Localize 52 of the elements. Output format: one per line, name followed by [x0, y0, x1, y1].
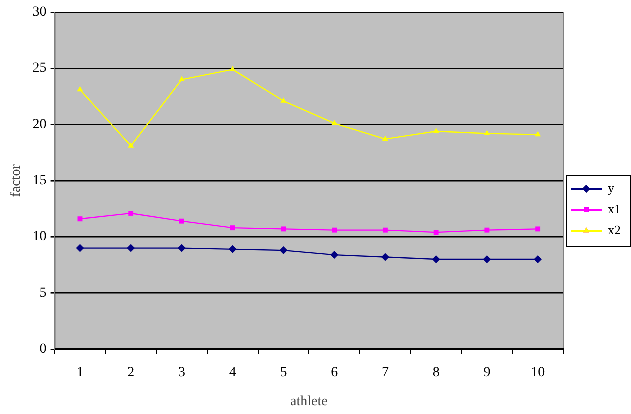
point — [178, 76, 186, 82]
x-tick-label: 3 — [178, 365, 186, 380]
point — [228, 245, 237, 254]
point — [483, 256, 492, 264]
x-tick-label: 10 — [531, 365, 546, 380]
y-tick-label: 5 — [40, 286, 47, 301]
point — [382, 136, 388, 142]
y-tick-label: 30 — [32, 5, 47, 20]
y-tick-label: 0 — [40, 342, 47, 358]
legend-label: y — [608, 180, 615, 196]
point — [281, 226, 286, 232]
x-tick-label: 8 — [432, 365, 440, 380]
point — [535, 131, 542, 137]
point — [382, 228, 388, 233]
point — [330, 251, 339, 260]
y-tick-label: 25 — [32, 61, 47, 76]
point — [280, 98, 287, 103]
point — [434, 230, 439, 236]
x-tick-label: 4 — [229, 365, 236, 380]
point — [128, 142, 134, 148]
x-tick-label: 2 — [128, 365, 135, 380]
point — [432, 256, 440, 264]
point — [127, 244, 136, 252]
y-tick-label: 15 — [32, 174, 47, 189]
point — [484, 130, 490, 136]
legend-label: x2 — [608, 222, 621, 238]
point — [534, 256, 542, 264]
point — [76, 244, 84, 252]
point — [78, 216, 83, 222]
y-tick-label: 10 — [32, 230, 47, 245]
point — [484, 228, 490, 233]
x-axis-title: athlete — [290, 394, 328, 410]
point — [178, 244, 186, 252]
point — [77, 86, 84, 92]
point — [280, 246, 288, 255]
x-tick-label: 9 — [484, 365, 491, 380]
point — [433, 128, 440, 134]
point — [230, 226, 236, 231]
y-tick-label: 20 — [32, 117, 47, 132]
point — [180, 218, 184, 224]
x-tick-label: 6 — [331, 365, 338, 380]
y-axis-title: factor — [9, 164, 24, 198]
point — [536, 226, 541, 232]
point — [332, 120, 338, 126]
point — [381, 253, 390, 262]
x-tick-label: 7 — [382, 365, 389, 380]
x-tick-label: 5 — [280, 365, 288, 380]
legend-label: x1 — [608, 201, 621, 216]
point — [332, 228, 338, 233]
point — [230, 66, 236, 72]
point — [128, 211, 134, 216]
x-tick-label: 1 — [76, 365, 84, 380]
